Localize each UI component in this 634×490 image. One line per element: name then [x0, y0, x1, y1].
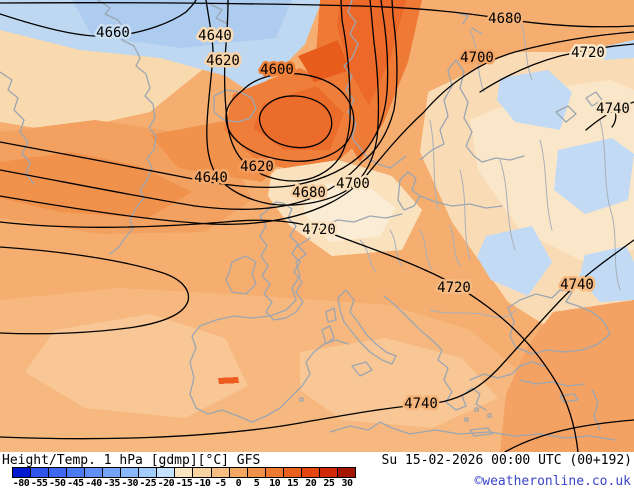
scale-tick: -15	[175, 478, 193, 489]
contour-label-4680: 4680	[488, 11, 522, 27]
scale-tick: 0	[235, 478, 242, 489]
contour-label-4700: 4700	[460, 50, 494, 66]
contour-4640	[205, 0, 380, 206]
lakes	[555, 91, 603, 123]
contour-4660-nw	[0, 0, 197, 37]
contour-inner-loop	[258, 95, 333, 149]
contour-4680-top	[0, 2, 634, 28]
scale-cell	[229, 468, 248, 477]
scale-tick: -55	[30, 478, 48, 489]
scale-cell	[283, 468, 302, 477]
scale-tick: 25	[323, 478, 335, 489]
contour-4740-north	[585, 101, 634, 131]
contour-label-4680: 4680	[292, 185, 326, 201]
scale-cell	[103, 468, 122, 477]
height-contours	[0, 0, 634, 452]
scale-tick: -30	[121, 478, 138, 489]
scale-cell	[175, 468, 194, 477]
contour-label-4640: 4640	[198, 28, 232, 44]
border-lines	[359, 19, 621, 318]
temperature-field	[0, 0, 634, 452]
map-svg: 4660 4640 4620 4600 4620 4640 4680 4700 4720 4680…	[0, 0, 634, 452]
scale-cell	[85, 468, 104, 477]
scale-cell	[49, 468, 68, 477]
contour-label-4620: 4620	[240, 159, 274, 175]
temperature-scale-bar	[12, 467, 356, 478]
contour-label-4740: 4740	[596, 101, 630, 117]
scale-tick: 30	[341, 478, 354, 489]
scale-tick: 15	[287, 478, 299, 489]
scale-tick: -5	[214, 478, 227, 489]
scale-cell	[31, 468, 50, 477]
contour-4600-loop	[225, 72, 355, 162]
scale-tick: -10	[193, 478, 211, 489]
contour-label-4600: 4600	[260, 62, 294, 78]
coast-aegean-turkey	[469, 361, 601, 431]
scale-cell	[157, 468, 176, 477]
contour-label-4640: 4640	[194, 170, 228, 186]
scale-tick: -25	[139, 478, 157, 489]
contour-4720-south	[0, 219, 579, 452]
copyright-link[interactable]: ©weatheronline.co.uk	[474, 474, 631, 489]
scale-cell	[211, 468, 230, 477]
scale-tick: -40	[85, 478, 102, 489]
scale-tick: -50	[48, 478, 66, 489]
coast-greenland	[97, 0, 157, 255]
scale-tick: -45	[67, 478, 84, 489]
scale-cell	[193, 468, 212, 477]
temperature-scale-ticks: -80 -55 -50 -45 -40 -35 -30 -25 -20 -15 -10 -5 0 5 10 1…	[12, 478, 356, 489]
coast-north-africa	[329, 421, 616, 441]
scale-cell	[301, 468, 320, 477]
scale-tick: -80	[12, 478, 30, 489]
contour-4700	[0, 31, 634, 225]
contour-label-4740: 4740	[404, 396, 438, 412]
scale-tick: 10	[269, 478, 281, 489]
map-footer: Height/Temp. 1 hPa [gdmp][°C] GFS Su 15-…	[0, 452, 634, 490]
contour-4740-south	[0, 239, 634, 440]
scale-cell	[13, 468, 32, 477]
coast-baffin	[0, 71, 35, 185]
scale-cell	[337, 468, 355, 477]
coast-norway	[343, 0, 407, 169]
scale-cell	[319, 468, 338, 477]
map-datetime: Su 15-02-2026 00:00 UTC (00+192)	[381, 453, 632, 468]
map-canvas: 4660 4640 4620 4600 4620 4640 4680 4700 4720 4680…	[0, 0, 634, 452]
coast-black-sea	[507, 289, 611, 355]
contour-label-4720: 4720	[302, 222, 336, 238]
coast-france-iberia	[189, 237, 349, 423]
contour-4660-bundle	[0, 0, 389, 189]
contour-bottom-right	[504, 419, 634, 452]
contour-label-4660: 4660	[96, 25, 130, 41]
scale-cell	[265, 468, 284, 477]
scale-cell	[121, 468, 140, 477]
scale-tick: -35	[103, 478, 120, 489]
contour-label-4740: 4740	[560, 277, 594, 293]
scale-tick: 5	[253, 478, 260, 489]
contour-fold	[0, 246, 190, 335]
contour-label-4720: 4720	[571, 45, 605, 61]
map-title: Height/Temp. 1 hPa [gdmp][°C] GFS	[2, 453, 261, 468]
coast-baltic-south	[309, 195, 503, 235]
scale-tick: 20	[305, 478, 317, 489]
contour-label-4720: 4720	[437, 280, 471, 296]
scale-cell	[139, 468, 158, 477]
coast-iceland	[213, 89, 257, 123]
contour-label-4700: 4700	[336, 176, 370, 192]
coast-italy	[321, 289, 397, 377]
contour-4680-bundle	[0, 0, 398, 210]
coast-ireland	[225, 255, 257, 295]
coast-britain	[259, 201, 304, 321]
scale-tick: -20	[157, 478, 175, 489]
contour-label-4620: 4620	[206, 53, 240, 69]
scale-cell	[67, 468, 86, 477]
contour-labels: 4660 4640 4620 4600 4620 4640 4680 4700 4720 4680…	[94, 9, 633, 415]
contour-4720-north	[479, 43, 634, 93]
scale-cell	[247, 468, 266, 477]
